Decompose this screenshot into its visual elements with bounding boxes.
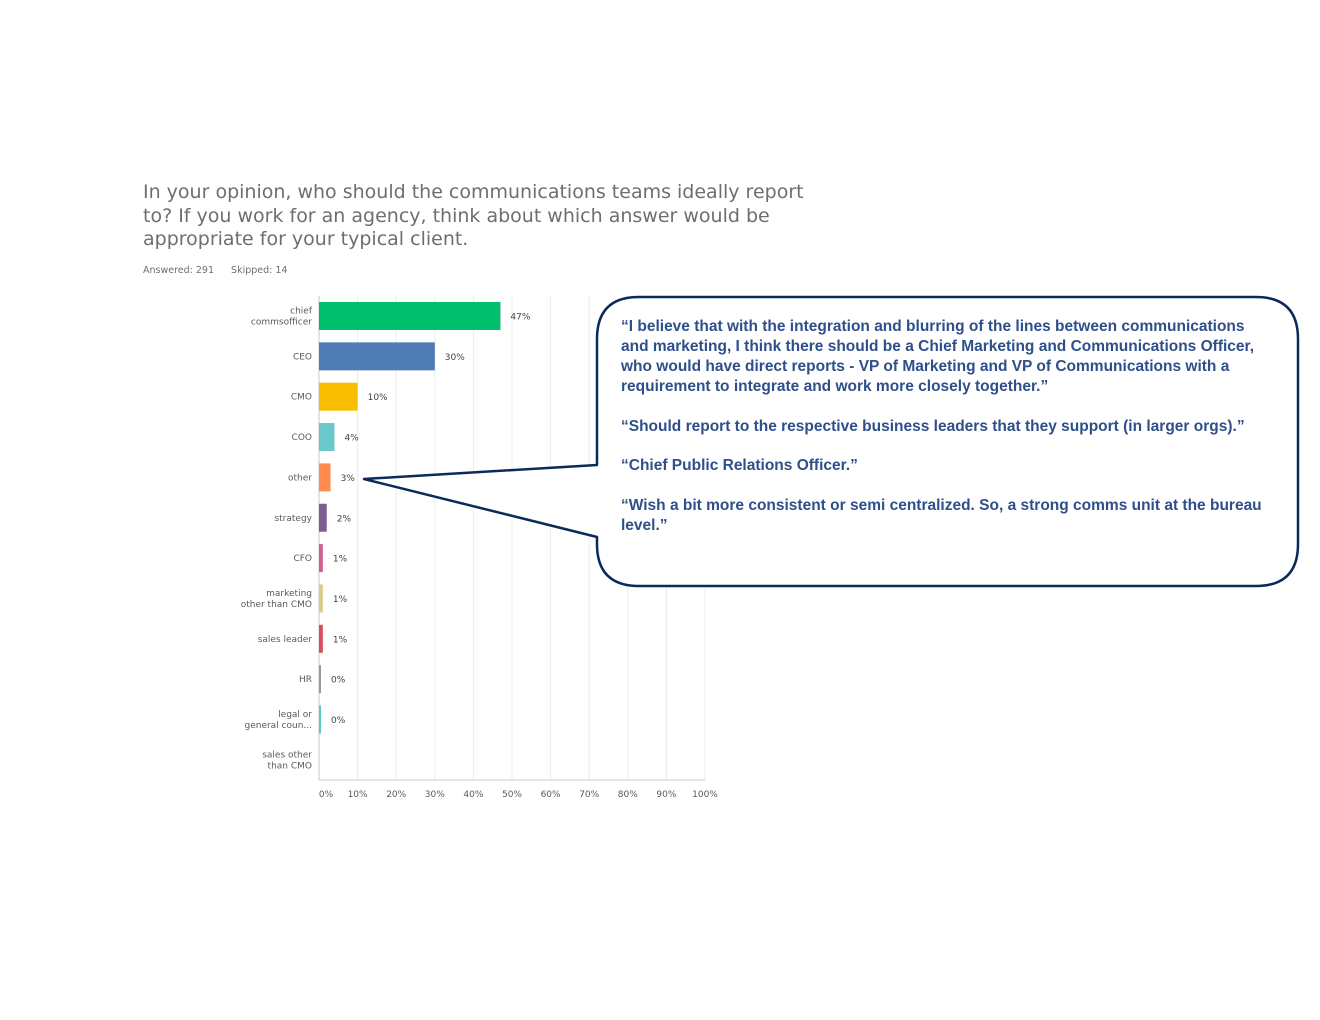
bar	[319, 624, 323, 653]
category-label: strategy	[274, 514, 312, 524]
category-label: chief commsofficer	[251, 307, 313, 328]
value-label: 30%	[445, 353, 465, 363]
bar	[319, 382, 358, 411]
category-label: CEO	[293, 352, 312, 362]
value-label: 0%	[331, 716, 346, 726]
skipped-count: Skipped: 14	[231, 265, 288, 276]
bar	[319, 665, 321, 694]
x-tick-label: 40%	[463, 790, 483, 800]
bar	[319, 423, 335, 452]
x-tick-label: 10%	[348, 790, 368, 800]
category-label: legal or general coun...	[244, 710, 312, 731]
x-tick-label: 100%	[692, 790, 718, 800]
bar	[319, 463, 331, 492]
chart-bars	[319, 302, 501, 734]
response-stats: Answered: 291 Skipped: 14	[143, 265, 301, 276]
bar	[319, 302, 501, 330]
x-tick-label: 80%	[618, 790, 638, 800]
category-label: CMO	[291, 393, 312, 403]
quote-2: “Should report to the respective busines…	[621, 417, 1245, 435]
quote-callout: “I believe that with the integration and…	[621, 317, 1276, 555]
bar	[319, 503, 327, 532]
bar	[319, 544, 323, 573]
quote-1: “I believe that with the integration and…	[621, 318, 1255, 395]
category-label: other	[288, 473, 312, 483]
callout-bubble	[362, 295, 1300, 588]
x-tick-label: 60%	[541, 790, 561, 800]
category-label: marketing other than CMO	[241, 589, 312, 610]
bar	[319, 705, 321, 734]
x-axis-ticks: 0% 10% 20% 30% 40% 50% 60% 70% 80% 90% 100%	[319, 790, 718, 800]
value-label: 1%	[333, 635, 348, 645]
value-label: 47%	[510, 313, 530, 323]
bar	[319, 584, 323, 613]
answered-count: Answered: 291	[143, 265, 215, 276]
x-tick-label: 90%	[656, 790, 676, 800]
x-tick-label: 70%	[579, 790, 599, 800]
category-label: sales leader	[258, 635, 313, 645]
value-label: 10%	[368, 393, 388, 403]
x-tick-label: 30%	[425, 790, 445, 800]
value-label: 3%	[341, 474, 356, 484]
value-labels: 47% 30% 10% 4% 3% 2% 1% 1% 1% 0% 0%	[331, 313, 531, 727]
x-tick-label: 0%	[319, 790, 334, 800]
value-label: 1%	[333, 595, 348, 605]
value-label: 0%	[331, 676, 346, 686]
question-title: In your opinion, who should the communic…	[143, 181, 804, 250]
quote-4: “Wish a bit more consistent or semi cent…	[621, 496, 1262, 534]
category-label: sales other than CMO	[262, 750, 312, 771]
bar	[319, 342, 435, 371]
value-label: 4%	[344, 434, 359, 444]
x-tick-label: 20%	[386, 790, 406, 800]
value-label: 2%	[337, 514, 352, 524]
value-label: 1%	[333, 555, 348, 565]
category-label: HR	[299, 675, 312, 685]
x-tick-label: 50%	[502, 790, 522, 800]
category-labels: chief commsofficer CEO CMO COO other strategy C…	[241, 307, 313, 772]
category-label: CFO	[293, 554, 312, 564]
category-label: COO	[292, 433, 312, 443]
quote-3: “Chief Public Relations Officer.”	[621, 457, 858, 474]
